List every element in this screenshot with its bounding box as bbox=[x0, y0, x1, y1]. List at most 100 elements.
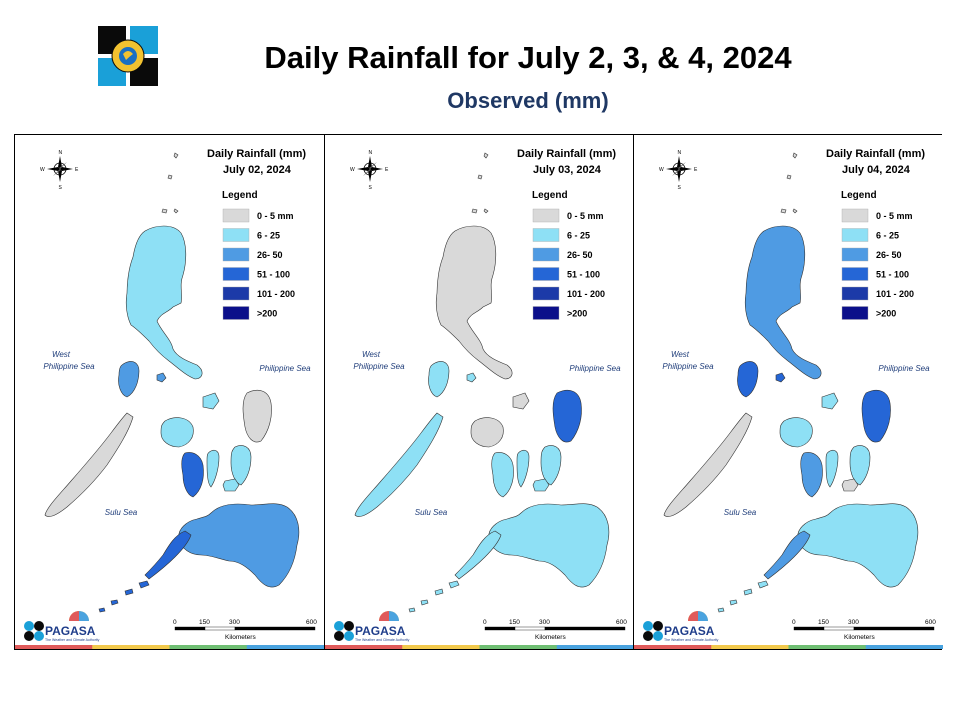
compass-rose-icon: N S E W bbox=[350, 150, 389, 191]
sulu-islands bbox=[408, 580, 460, 613]
mindanao-island bbox=[797, 503, 919, 588]
legend-swatch bbox=[532, 267, 560, 281]
map-date: July 02, 2024 bbox=[223, 164, 292, 176]
marinduque-island bbox=[466, 372, 477, 383]
batanes-islands bbox=[780, 152, 798, 214]
compass-s: S bbox=[59, 185, 63, 191]
scale-tick-600: 600 bbox=[616, 619, 627, 626]
compass-w: W bbox=[40, 167, 45, 173]
stripe-segment bbox=[788, 645, 867, 649]
stripe-segment bbox=[865, 645, 943, 649]
legend-swatch bbox=[532, 208, 560, 223]
legend-swatch bbox=[532, 306, 560, 320]
scale-tick-300: 300 bbox=[848, 619, 859, 626]
scale-tick-300: 300 bbox=[229, 619, 240, 626]
pagasa-tagline: The Weather and Climate Authority bbox=[45, 638, 100, 642]
scale-tick-600: 600 bbox=[306, 619, 317, 626]
legend-label: 101 - 200 bbox=[567, 289, 605, 299]
map-panel-july-03: N S E W Daily Rainfall (mm) July 03, 202… bbox=[324, 135, 634, 649]
scale-tick-0: 0 bbox=[173, 619, 177, 626]
masbate-island bbox=[202, 392, 220, 410]
map-panel-july-02: N S E W Daily Rainfall (mm) July 02, 202… bbox=[15, 135, 324, 649]
legend-swatch bbox=[841, 208, 869, 223]
scale-bar: 0 150 300 600 Kilometers bbox=[483, 619, 627, 641]
sea-label-west-1: West bbox=[671, 350, 690, 359]
legend-label: 0 - 5 mm bbox=[876, 211, 913, 221]
map-date: July 03, 2024 bbox=[533, 164, 602, 176]
mindoro-island bbox=[118, 361, 140, 398]
legend-swatch bbox=[532, 247, 560, 262]
mindoro-island bbox=[428, 361, 450, 398]
rainfall-map: N S E W Daily Rainfall (mm) July 03, 202… bbox=[325, 135, 634, 649]
sea-label-west-2: Philippine Sea bbox=[43, 362, 95, 371]
legend-title: Legend bbox=[841, 190, 877, 201]
map-title: Daily Rainfall (mm) bbox=[826, 148, 925, 160]
cebu-island bbox=[825, 449, 839, 488]
leyte-island bbox=[230, 445, 252, 486]
compass-s: S bbox=[369, 185, 373, 191]
scale-unit: Kilometers bbox=[225, 634, 256, 641]
stripe-segment bbox=[325, 645, 403, 649]
compass-w: W bbox=[350, 167, 355, 173]
legend-label: 6 - 25 bbox=[876, 231, 899, 241]
bohol-island bbox=[222, 478, 240, 492]
legend-label: 101 - 200 bbox=[257, 289, 295, 299]
legend-swatch bbox=[222, 286, 250, 301]
mindoro-island bbox=[737, 361, 759, 398]
legend-label: 26- 50 bbox=[257, 250, 283, 260]
footer-stripe bbox=[325, 645, 634, 649]
legend-swatch bbox=[841, 286, 869, 301]
scale-bar: 0 150 300 600 Kilometers bbox=[792, 619, 936, 641]
stripe-segment bbox=[711, 645, 789, 649]
compass-e: E bbox=[75, 167, 79, 173]
legend-swatch bbox=[532, 228, 560, 242]
luzon-island bbox=[744, 225, 822, 380]
sea-label-east: Philippine Sea bbox=[878, 364, 930, 373]
sea-label-west-2: Philippine Sea bbox=[353, 362, 405, 371]
legend-title: Legend bbox=[222, 190, 258, 201]
sulu-islands bbox=[98, 580, 150, 613]
pagasa-tagline: The Weather and Climate Authority bbox=[355, 638, 410, 642]
sea-label-south: Sulu Sea bbox=[415, 508, 448, 517]
legend-swatch bbox=[532, 286, 560, 301]
page-title: Daily Rainfall for July 2, 3, & 4, 2024 bbox=[264, 40, 792, 75]
sea-label-east: Philippine Sea bbox=[569, 364, 621, 373]
samar-island bbox=[242, 390, 272, 443]
palawan-island bbox=[663, 412, 753, 517]
legend-swatch bbox=[222, 247, 250, 262]
compass-s: S bbox=[678, 185, 682, 191]
legend-swatch bbox=[222, 228, 250, 242]
marinduque-island bbox=[156, 372, 167, 383]
pagasa-name: PAGASA bbox=[355, 624, 406, 638]
stripe-segment bbox=[634, 645, 712, 649]
batanes-islands bbox=[471, 152, 489, 214]
legend-label: 6 - 25 bbox=[257, 231, 280, 241]
map-date: July 04, 2024 bbox=[842, 164, 911, 176]
legend-label: >200 bbox=[257, 309, 277, 319]
leyte-island bbox=[540, 445, 562, 486]
masbate-island bbox=[512, 392, 530, 410]
legend-label: 26- 50 bbox=[876, 250, 902, 260]
cebu-island bbox=[206, 449, 220, 488]
sea-label-south: Sulu Sea bbox=[724, 508, 757, 517]
map-panel-july-04: N S E W Daily Rainfall (mm) July 04, 202… bbox=[633, 135, 943, 649]
legend: Legend 0 - 5 mm 6 - 25 26- 50 51 - 100 101 -… bbox=[222, 190, 295, 320]
negros-island bbox=[491, 452, 514, 498]
sea-label-west-1: West bbox=[52, 350, 71, 359]
scale-tick-600: 600 bbox=[925, 619, 936, 626]
scale-unit: Kilometers bbox=[844, 634, 875, 641]
scale-tick-0: 0 bbox=[483, 619, 487, 626]
pagasa-logo-icon: PAGASA The Weather and Climate Authority bbox=[643, 611, 719, 642]
samar-island bbox=[552, 390, 582, 443]
legend-label: 51 - 100 bbox=[876, 270, 909, 280]
legend-swatch bbox=[841, 306, 869, 320]
zamboanga-peninsula bbox=[763, 530, 811, 580]
mindanao-island bbox=[488, 503, 610, 588]
legend-swatch bbox=[841, 247, 869, 262]
legend-label: 51 - 100 bbox=[567, 270, 600, 280]
legend-label: >200 bbox=[876, 309, 896, 319]
leyte-island bbox=[849, 445, 871, 486]
stripe-segment bbox=[92, 645, 170, 649]
marinduque-island bbox=[775, 372, 786, 383]
philippines-map bbox=[44, 152, 300, 613]
